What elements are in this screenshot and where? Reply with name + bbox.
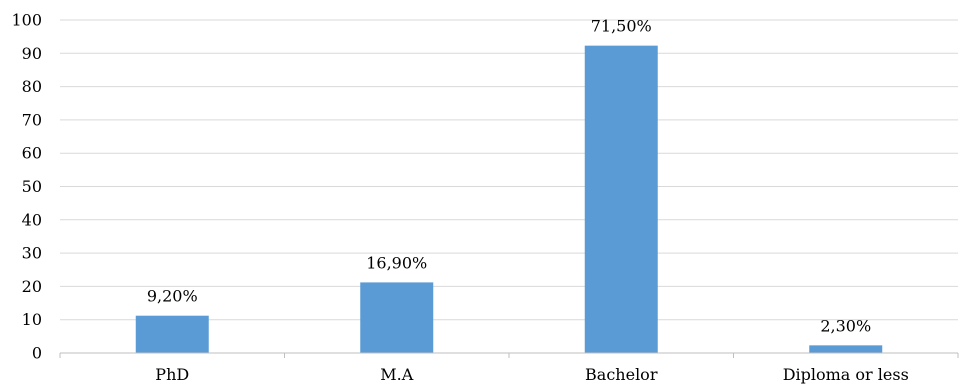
data-labels: 9,20% 16,90% 71,50% 2,30% [147,17,871,336]
x-category-label: M.A [380,365,413,384]
bar-diploma-or-less [809,345,883,353]
x-category-label: Diploma or less [783,365,909,384]
y-tick-label: 50 [22,177,42,196]
grid-lines [60,19,958,321]
y-tick-label: 100 [11,11,42,30]
y-tick-label: 0 [32,344,42,363]
data-label: 71,50% [591,17,652,36]
y-tick-label: 30 [22,244,42,263]
y-tick-label: 10 [22,310,42,329]
data-label: 9,20% [147,287,198,306]
y-axis-ticks: 0 10 20 30 40 50 60 70 80 90 100 [11,11,42,363]
y-tick-label: 20 [22,277,42,296]
data-label: 2,30% [820,316,871,335]
y-tick-label: 40 [22,210,42,229]
bar-bachelor [584,45,658,354]
bars [135,45,883,354]
y-tick-label: 70 [22,110,42,129]
y-tick-label: 90 [22,44,42,63]
x-category-label: PhD [155,365,189,384]
bar-phd [135,315,209,353]
y-tick-label: 60 [22,144,42,163]
y-tick-label: 80 [22,77,42,96]
x-category-label: Bachelor [585,365,658,384]
x-axis: PhD M.A Bachelor Diploma or less [59,352,959,384]
bar-m-a [360,282,434,353]
data-label: 16,90% [366,253,427,272]
